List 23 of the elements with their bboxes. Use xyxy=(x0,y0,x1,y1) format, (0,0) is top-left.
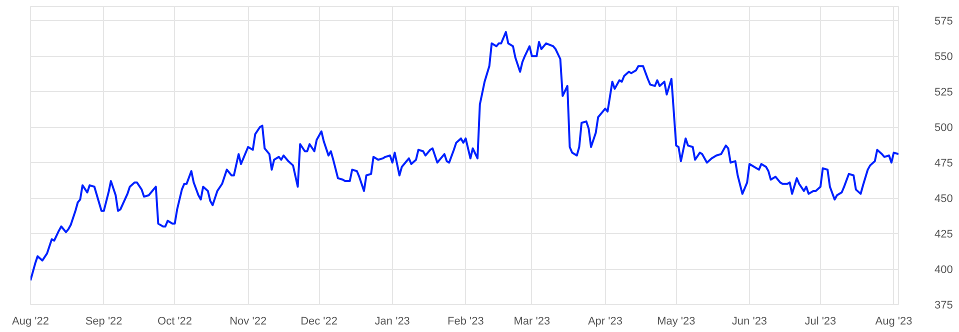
x-tick-label: Mar '23 xyxy=(514,316,550,328)
y-tick-label: 400 xyxy=(934,264,953,276)
x-tick-label: Aug '22 xyxy=(12,316,49,328)
y-tick-label: 475 xyxy=(934,158,953,170)
x-tick-label: Jun '23 xyxy=(732,316,768,328)
line-series xyxy=(30,31,898,282)
y-tick-label: 550 xyxy=(934,51,953,64)
y-tick-label: 450 xyxy=(934,193,953,206)
x-tick-label: Sep '22 xyxy=(85,316,122,328)
x-tick-label: May '23 xyxy=(657,316,696,328)
y-tick-label: 375 xyxy=(934,300,953,312)
x-tick-label: Aug '23 xyxy=(875,316,912,328)
y-tick-label: 575 xyxy=(934,16,953,28)
x-tick-label: Oct '22 xyxy=(158,316,192,328)
y-tick-label: 425 xyxy=(934,228,953,241)
x-tick-label: Jul '23 xyxy=(804,316,836,328)
y-tick-label: 525 xyxy=(934,86,953,99)
x-tick-label: Feb '23 xyxy=(448,316,484,328)
x-tick-label: Apr '23 xyxy=(588,316,622,328)
x-tick-label: Nov '22 xyxy=(230,316,267,328)
y-tick-label: 500 xyxy=(934,122,953,134)
x-tick-label: Dec '22 xyxy=(300,316,338,328)
x-tick-label: Jan '23 xyxy=(374,316,410,328)
